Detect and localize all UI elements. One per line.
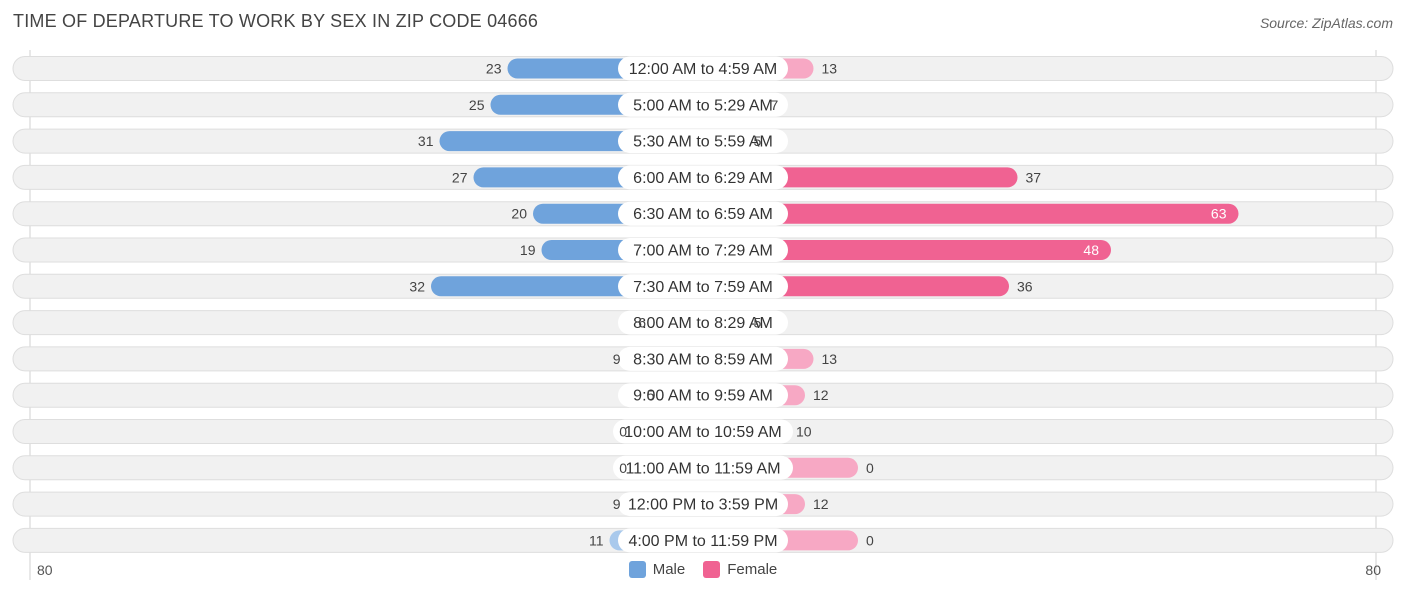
female-value-label: 37 [1026, 169, 1042, 185]
category-label: 8:30 AM to 8:59 AM [633, 351, 773, 368]
male-value-label: 9 [613, 496, 621, 512]
male-value-label: 31 [418, 133, 434, 149]
male-value-label: 23 [486, 61, 502, 77]
category-label: 12:00 AM to 4:59 AM [629, 61, 778, 78]
male-value-label: 5 [647, 387, 655, 403]
category-label: 5:30 AM to 5:59 AM [633, 134, 773, 151]
male-value-label: 25 [469, 97, 485, 113]
category-label: 4:00 PM to 11:59 PM [628, 533, 777, 550]
female-value-label: 5 [754, 315, 762, 331]
category-pill [618, 129, 788, 154]
category-pill [618, 274, 788, 299]
category-label: 7:30 AM to 7:59 AM [633, 279, 773, 296]
female-value-label: 12 [813, 496, 829, 512]
male-value-label: 9 [613, 351, 621, 367]
legend-swatch-male [628, 561, 646, 578]
female-value-label: 5 [754, 133, 762, 149]
female-value-label: 10 [796, 424, 812, 440]
male-value-label: 0 [619, 424, 627, 440]
category-label: 5:00 AM to 5:29 AM [633, 97, 773, 114]
legend-label-male: Male [652, 561, 686, 578]
category-pill [618, 201, 788, 226]
category-pill [618, 346, 788, 371]
category-label: 12:00 PM to 3:59 PM [628, 497, 778, 514]
category-label: 9:00 AM to 9:59 AM [633, 388, 773, 405]
male-value-label: 6 [638, 315, 646, 331]
category-pill [613, 419, 793, 444]
category-pill [618, 238, 788, 262]
male-value-label: 32 [409, 278, 425, 294]
category-label: 7:00 AM to 7:29 AM [633, 243, 773, 260]
female-bar [703, 240, 1111, 260]
category-label: 11:00 AM to 11:59 AM [625, 460, 780, 477]
category-pill [613, 455, 793, 480]
category-pill [618, 528, 788, 553]
legend-item-male: Male [628, 561, 686, 578]
category-pill [618, 165, 788, 190]
category-pill [618, 56, 788, 81]
male-value-label: 20 [511, 206, 527, 222]
female-value-label: 12 [813, 387, 829, 403]
legend-swatch-female [703, 561, 721, 578]
axis-min-label: 80 [37, 562, 53, 578]
chart-title: TIME OF DEPARTURE TO WORK BY SEX IN ZIP … [13, 11, 539, 31]
legend-item-female: Female [703, 561, 777, 578]
source-credit: Source: ZipAtlas.com [1259, 15, 1393, 31]
female-value-label: 48 [1083, 242, 1099, 258]
female-value-label: 0 [866, 460, 874, 476]
female-bar [703, 203, 1239, 224]
legend-label-female: Female [727, 561, 778, 578]
axis-max-label: 80 [1365, 562, 1381, 578]
female-value-label: 0 [866, 532, 874, 548]
female-value-label: 36 [1017, 278, 1033, 294]
female-value-label: 63 [1211, 206, 1227, 222]
category-label: 8:00 AM to 8:29 AM [633, 315, 773, 332]
female-value-label: 7 [771, 97, 779, 113]
female-value-label: 13 [822, 351, 838, 367]
category-pill [618, 310, 788, 335]
category-pill [618, 492, 788, 517]
category-pill [618, 92, 788, 117]
male-value-label: 11 [589, 532, 604, 548]
male-value-label: 27 [452, 169, 468, 185]
legend: Male Female [0, 561, 1406, 578]
category-label: 6:30 AM to 6:59 AM [633, 206, 773, 223]
category-label: 6:00 AM to 6:29 AM [633, 170, 773, 187]
category-label: 10:00 AM to 10:59 AM [624, 424, 781, 441]
male-value-label: 0 [619, 460, 627, 476]
female-value-label: 13 [822, 61, 838, 77]
category-pill [618, 383, 788, 408]
male-value-label: 19 [520, 242, 536, 258]
